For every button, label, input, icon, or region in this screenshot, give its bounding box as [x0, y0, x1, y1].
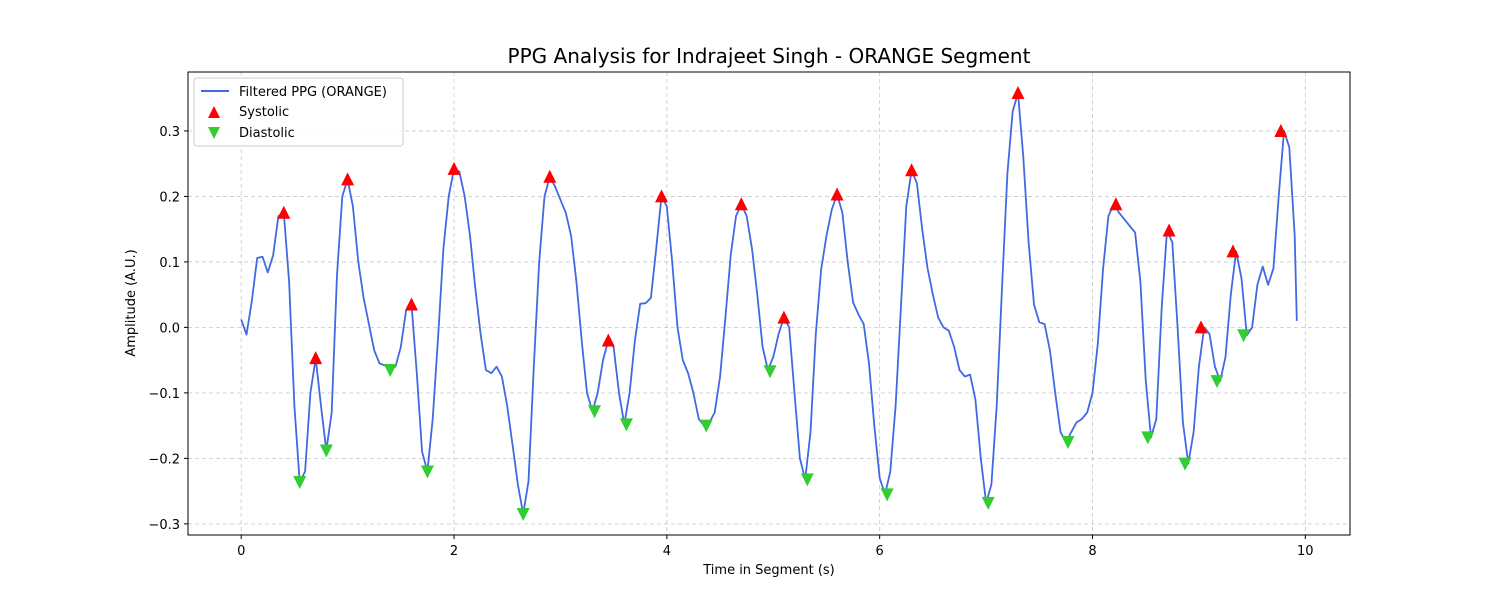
y-tick-label: −0.2	[148, 452, 180, 467]
systolic-marker	[1109, 197, 1123, 211]
systolic-marker	[1162, 223, 1176, 237]
systolic-marker	[447, 161, 461, 175]
legend-box	[193, 77, 404, 147]
diastolic-marker	[293, 475, 307, 489]
systolic-marker	[543, 169, 557, 183]
systolic-marker	[309, 351, 323, 365]
diastolic-marker	[981, 496, 995, 510]
diastolic-marker	[1141, 431, 1155, 445]
y-tick-label: 0.0	[159, 321, 180, 336]
legend-label-filtered: Filtered PPG (ORANGE)	[239, 85, 387, 100]
ppg-signal-line	[240, 92, 1298, 515]
systolic-marker	[734, 197, 748, 211]
diastolic-marker	[516, 508, 530, 522]
diastolic-marker	[699, 419, 713, 433]
diastolic-marker	[1178, 457, 1192, 471]
diastolic-marker	[619, 418, 633, 432]
y-tick-label: 0.2	[159, 190, 180, 205]
axis-ticks: 0 2 4 6 8 10 −0.3 −0.2 −0.1 0.0 0.1 0.2 0.3	[148, 125, 1313, 559]
x-axis-label: Time in Segment (s)	[702, 563, 834, 578]
diastolic-marker	[800, 473, 814, 487]
legend-label-systolic: Systolic	[239, 105, 289, 120]
diastolic-marker	[1061, 436, 1075, 450]
y-tick-label: −0.3	[148, 518, 180, 533]
x-tick-label: 8	[1088, 544, 1096, 559]
diastolic-marker	[383, 363, 397, 377]
diastolic-marker	[1237, 329, 1251, 343]
x-tick-label: 10	[1297, 544, 1314, 559]
systolic-marker	[1274, 123, 1288, 137]
y-tick-label: −0.1	[148, 387, 180, 402]
y-axis-label: Amplitude (A.U.)	[124, 249, 139, 356]
systolic-marker	[830, 187, 844, 201]
legend-label-diastolic: Diastolic	[239, 126, 295, 141]
systolic-marker	[277, 205, 291, 219]
y-tick-label: 0.1	[159, 256, 180, 271]
chart-title: PPG Analysis for Indrajeet Singh - ORANG…	[508, 44, 1031, 68]
diastolic-marker	[1210, 375, 1224, 389]
systolic-marker	[1011, 85, 1025, 99]
systolic-marker	[341, 172, 355, 186]
y-tick-label: 0.3	[159, 125, 180, 140]
legend: Filtered PPG (ORANGE) Systolic Diastolic	[193, 77, 404, 147]
diastolic-marker	[880, 488, 894, 502]
diastolic-marker	[420, 465, 434, 479]
systolic-marker	[777, 310, 791, 324]
systolic-marker	[404, 297, 418, 311]
systolic-marker	[905, 163, 919, 177]
grid	[188, 72, 1350, 535]
x-tick-label: 6	[876, 544, 884, 559]
legend-systolic-marker-icon	[208, 106, 220, 118]
x-tick-label: 0	[237, 544, 245, 559]
systolic-marker	[601, 333, 615, 347]
diastolic-marker	[763, 365, 777, 379]
systolic-marker	[1226, 244, 1240, 258]
diastolic-marker	[319, 444, 333, 458]
plot-frame	[187, 71, 1351, 536]
plot-series	[240, 85, 1298, 522]
systolic-marker	[655, 189, 669, 203]
x-tick-label: 2	[450, 544, 458, 559]
x-tick-label: 4	[663, 544, 671, 559]
legend-diastolic-marker-icon	[208, 127, 220, 139]
systolic-marker	[1194, 320, 1208, 334]
diastolic-marker	[587, 405, 601, 419]
